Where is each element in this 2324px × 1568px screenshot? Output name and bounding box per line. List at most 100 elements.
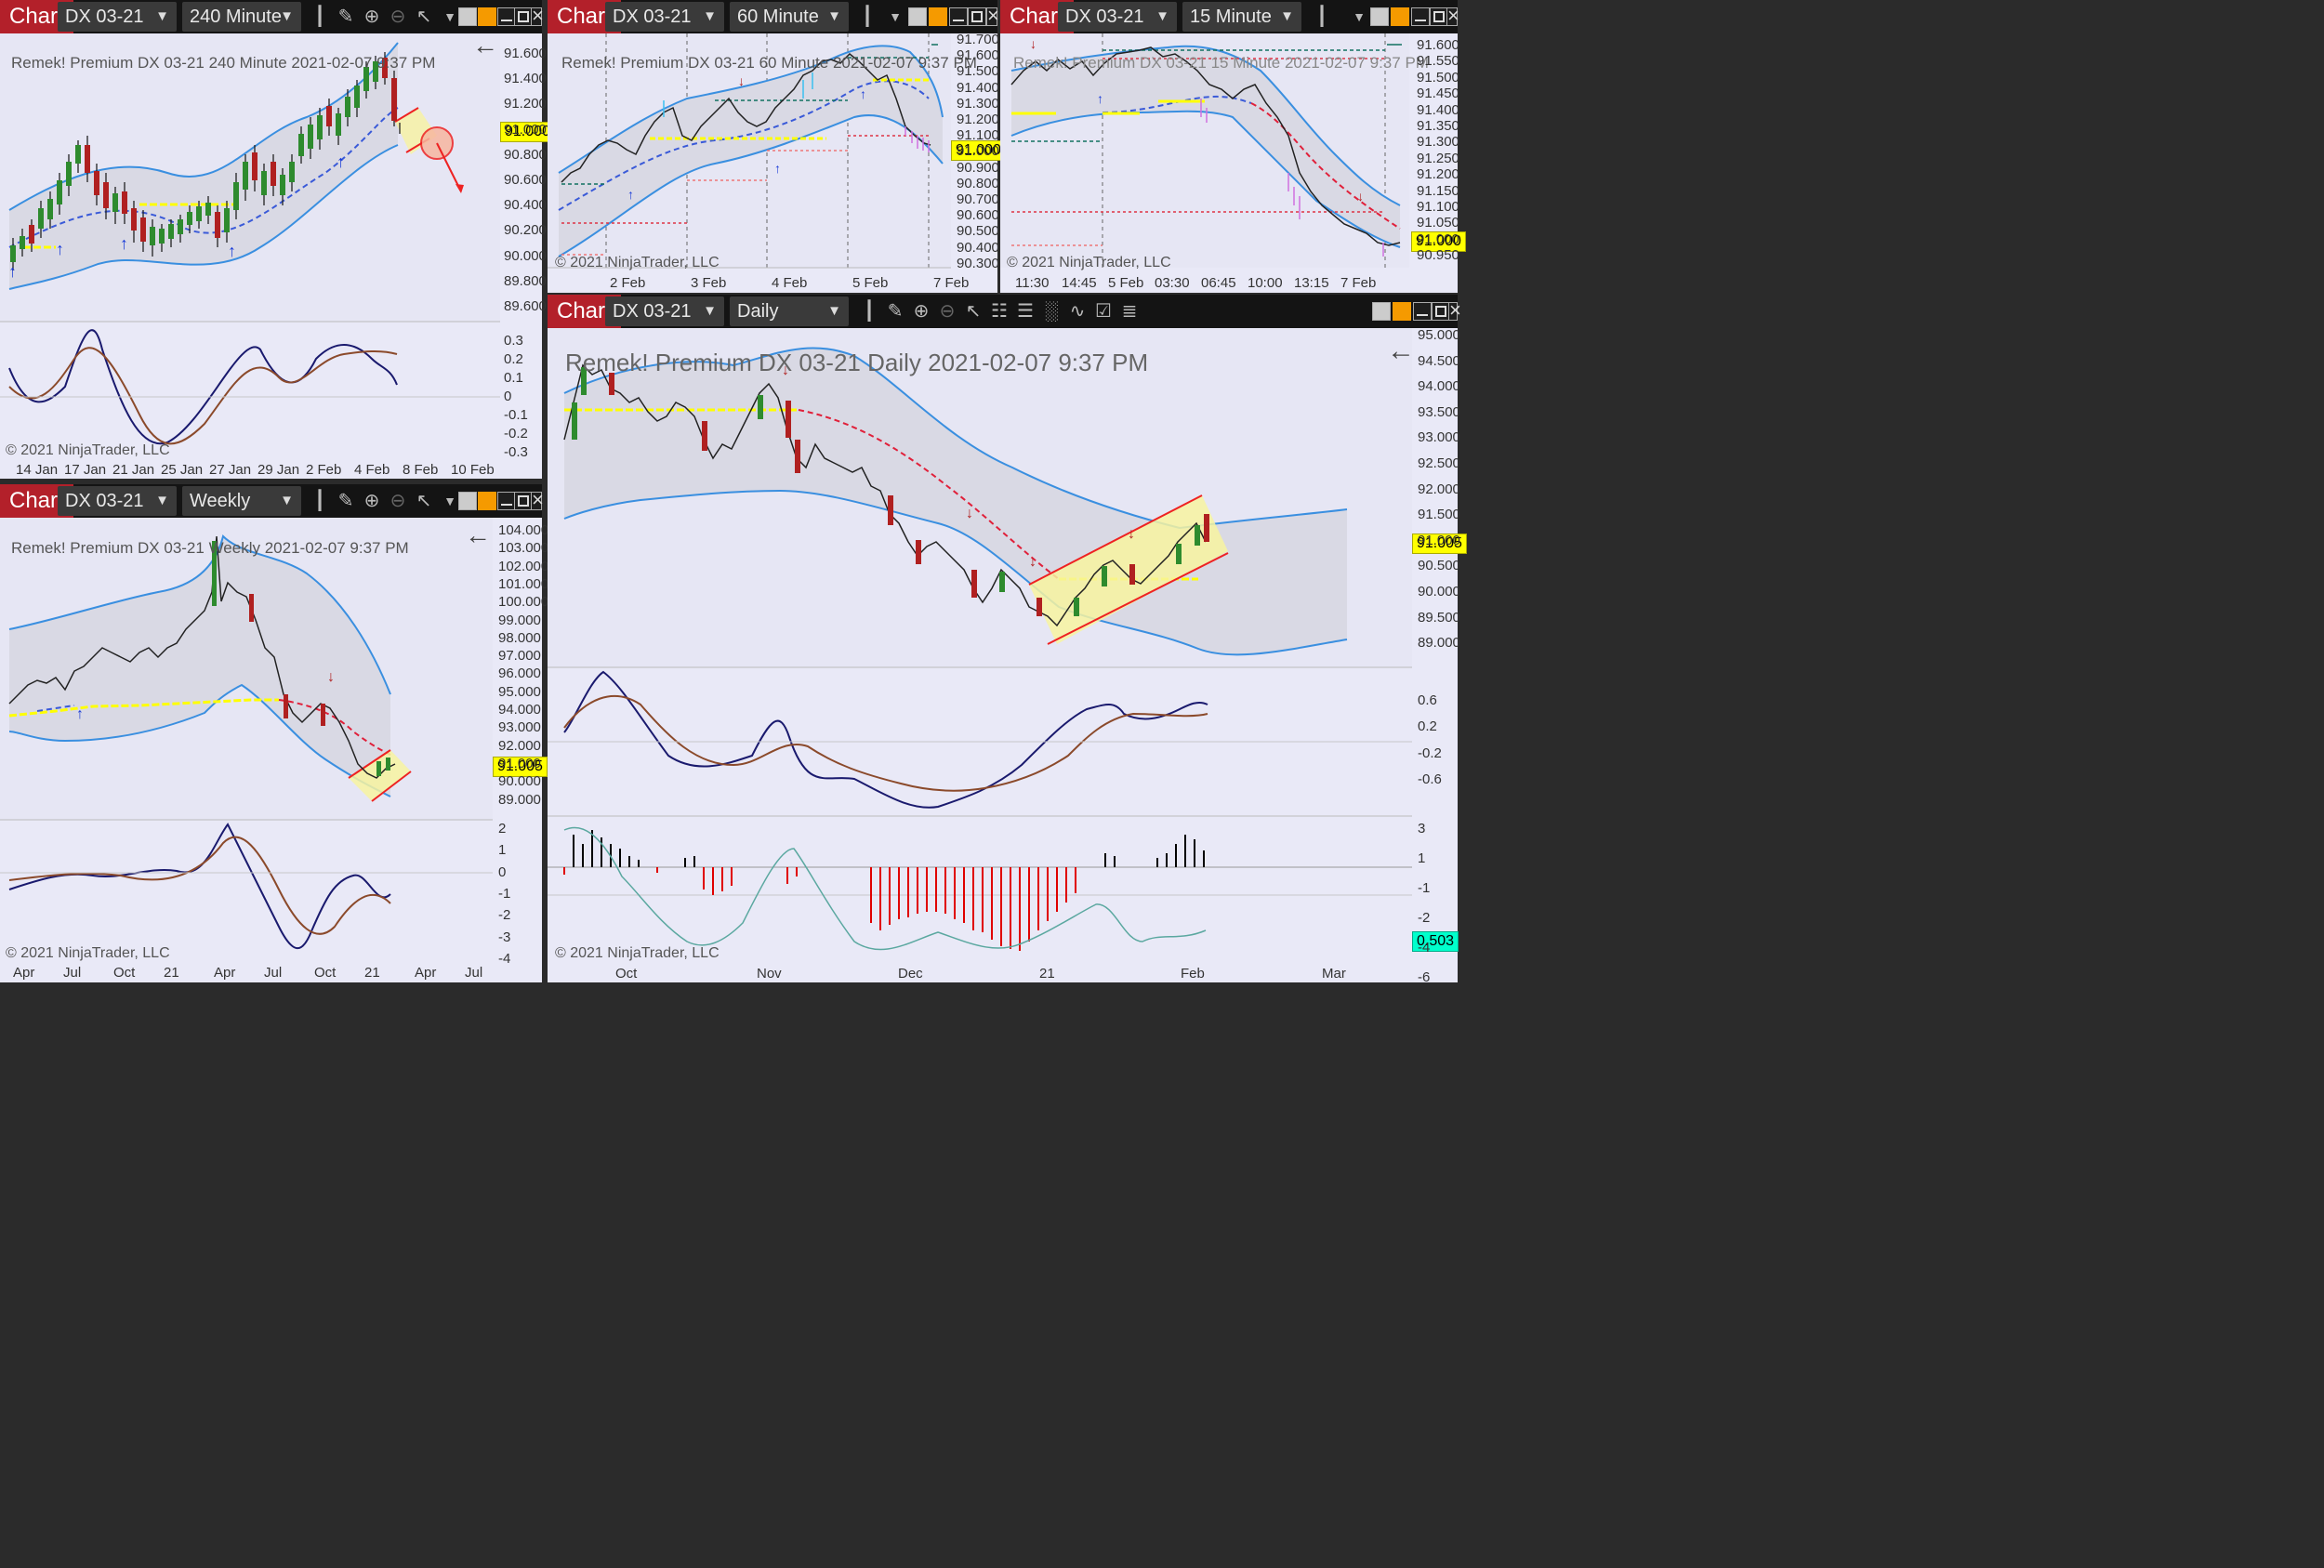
interval-selector[interactable]: 240 Minute ▼	[182, 2, 301, 32]
axis-tick-label: 99.000	[498, 612, 541, 628]
strategies-icon[interactable]: ∿	[1069, 301, 1086, 322]
axis-tick-label: 91.050	[1417, 215, 1459, 231]
drawing-tool-icon[interactable]: ✎	[887, 301, 904, 322]
axis-tick-label: 0	[498, 863, 507, 880]
instrument-selector[interactable]: DX 03-21 ▼	[1058, 2, 1177, 32]
price-chart[interactable]: ↑ ↑ ↑ ↓	[548, 33, 997, 293]
instrument-selector[interactable]: DX 03-21 ▼	[605, 296, 724, 326]
zoom-in-icon[interactable]: ⊕	[913, 301, 930, 322]
more-icon[interactable]: ▼	[443, 494, 456, 508]
chart-toolbar: Chart DX 03-21 ▼ Weekly ▼ ┃ ✎ ⊕ ⊖ ↖ ▼	[0, 484, 542, 518]
window-color-button[interactable]	[1391, 7, 1409, 26]
axis-tick-label: 92.000	[498, 737, 541, 754]
bar-type-icon[interactable]: ┃	[1315, 7, 1328, 27]
properties-icon[interactable]: ☑	[1095, 301, 1112, 322]
drawing-tool-icon[interactable]: ✎	[337, 7, 354, 27]
maximize-button[interactable]	[514, 492, 533, 510]
minimize-button[interactable]	[949, 7, 968, 26]
interval-selector[interactable]: 15 Minute ▼	[1182, 2, 1301, 32]
axis-tick-label: 91.550	[1417, 53, 1459, 70]
maximize-button[interactable]	[1432, 302, 1450, 321]
drawing-tool-icon[interactable]: ✎	[337, 491, 354, 511]
window-link-button[interactable]	[908, 7, 927, 26]
axis-tick-label: -0.1	[504, 407, 528, 423]
axis-tick-label: 100.000	[498, 594, 549, 611]
axis-tick-label: 2 Feb	[306, 462, 342, 478]
axis-tick-label: 104.000	[498, 522, 549, 538]
instrument-selector[interactable]: DX 03-21 ▼	[58, 2, 177, 32]
axis-tick-label: 10:00	[1248, 275, 1283, 291]
indicators-icon[interactable]: ░	[1044, 301, 1059, 322]
svg-text:↓: ↓	[782, 362, 789, 378]
price-tag: 91.005	[1412, 534, 1467, 554]
window-link-button[interactable]	[1370, 7, 1389, 26]
bar-type-icon[interactable]: ┃	[313, 7, 326, 27]
bar-type-icon[interactable]: ┃	[313, 491, 326, 511]
window-color-button[interactable]	[478, 7, 496, 26]
maximize-button[interactable]	[1430, 7, 1448, 26]
zoom-in-icon[interactable]: ⊕	[363, 491, 380, 511]
pointer-icon[interactable]: ↖	[416, 7, 432, 27]
minimize-button[interactable]	[1413, 302, 1432, 321]
interval-selector[interactable]: 60 Minute ▼	[730, 2, 849, 32]
axis-tick-label: 90.500	[957, 223, 999, 240]
axis-tick-label: 90.950	[1417, 247, 1459, 264]
window-color-button[interactable]	[478, 492, 496, 510]
zoom-out-icon[interactable]: ⊖	[390, 491, 406, 511]
close-button[interactable]	[531, 4, 542, 28]
more-icon[interactable]: ▼	[1353, 9, 1366, 24]
chart-trader-icon[interactable]: ≣	[1121, 301, 1138, 322]
price-chart[interactable]: ↑ ↓ ←	[0, 518, 542, 982]
axis-tick-label: 89.000	[498, 791, 541, 808]
price-chart[interactable]: ↓ ↓ ↓ ↓ ←	[548, 328, 1458, 982]
pointer-icon[interactable]: ↖	[965, 301, 982, 322]
axis-tick-label: 3	[1418, 821, 1426, 837]
svg-text:↑: ↑	[860, 86, 866, 101]
chart-label: Remek! Premium DX 03-21 15 Minute 2021-0…	[1013, 54, 1429, 72]
zoom-out-icon[interactable]: ⊖	[939, 301, 956, 322]
price-chart[interactable]: ↓ ↓ ↑	[1000, 33, 1458, 293]
templates-icon[interactable]: ☰	[1017, 301, 1034, 322]
more-icon[interactable]: ▼	[889, 9, 902, 24]
signal-arrows: ↑ ↑ ↑ ↑ ↑	[8, 152, 345, 281]
axis-tick-label: 91.100	[957, 127, 999, 144]
axis-tick-label: -0.2	[1418, 744, 1442, 761]
maximize-button[interactable]	[968, 7, 986, 26]
axis-tick-label: 91.450	[1417, 86, 1459, 102]
axis-tick-label: 95.000	[498, 683, 541, 700]
window-color-button[interactable]	[1393, 302, 1411, 321]
price-chart[interactable]: ↑ ↑ ↑ ↑ ↑ ←	[0, 33, 542, 479]
window-link-button[interactable]	[1372, 302, 1391, 321]
interval-selector[interactable]: Weekly ▼	[182, 486, 301, 516]
instrument-selector[interactable]: DX 03-21 ▼	[605, 2, 724, 32]
chart-toolbar: Chart DX 03-21 ▼ 240 Minute ▼ ┃ ✎ ⊕ ⊖ ↖ ▼	[0, 0, 542, 33]
zoom-in-icon[interactable]: ⊕	[363, 7, 380, 27]
window-link-button[interactable]	[458, 492, 477, 510]
data-box-icon[interactable]: ☷	[991, 301, 1008, 322]
bar-type-icon[interactable]: ┃	[861, 7, 874, 27]
chart-window-15min: Chart DX 03-21 ▼ 15 Minute ▼ ┃ ▼	[1000, 0, 1466, 293]
minimize-button[interactable]	[497, 492, 516, 510]
close-button[interactable]	[531, 488, 542, 512]
instrument-selector[interactable]: DX 03-21 ▼	[58, 486, 177, 516]
axis-tick-label: 91.400	[504, 71, 547, 87]
close-button[interactable]	[986, 4, 997, 28]
window-link-button[interactable]	[458, 7, 477, 26]
bar-type-icon[interactable]: ┃	[863, 301, 876, 322]
svg-text:↑: ↑	[1097, 91, 1103, 106]
minimize-button[interactable]	[1411, 7, 1430, 26]
axis-tick-label: 90.000	[504, 247, 547, 264]
close-button[interactable]	[1446, 4, 1458, 28]
axis-tick-label: 90.600	[957, 207, 999, 224]
zoom-out-icon[interactable]: ⊖	[390, 7, 406, 27]
maximize-button[interactable]	[514, 7, 533, 26]
axis-tick-label: 90.200	[504, 222, 547, 239]
minimize-button[interactable]	[497, 7, 516, 26]
close-button[interactable]	[1448, 298, 1458, 323]
axis-tick-label: 91.400	[957, 79, 999, 96]
interval-selector[interactable]: Daily ▼	[730, 296, 849, 326]
svg-text:↓: ↓	[1030, 36, 1037, 51]
window-color-button[interactable]	[929, 7, 947, 26]
more-icon[interactable]: ▼	[443, 9, 456, 24]
pointer-icon[interactable]: ↖	[416, 491, 432, 511]
